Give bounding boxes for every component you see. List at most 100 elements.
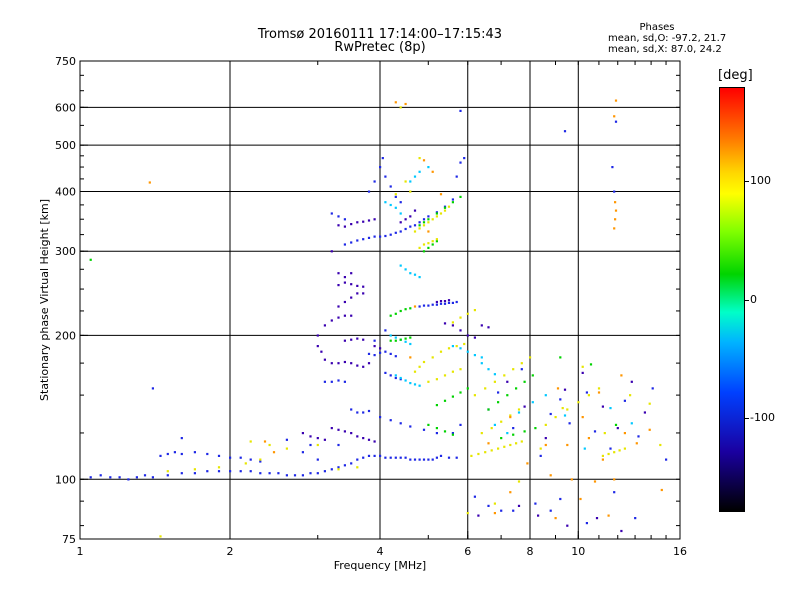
data-point: [404, 227, 407, 231]
data-point: [89, 258, 92, 261]
data-point: [593, 430, 597, 433]
data-point: [159, 535, 162, 538]
data-point: [389, 352, 392, 355]
data-point: [459, 368, 462, 371]
data-point: [559, 398, 562, 401]
data-point: [451, 324, 454, 327]
data-point: [367, 454, 371, 457]
data-point: [439, 212, 443, 215]
data-point: [544, 437, 547, 440]
data-point: [272, 451, 276, 454]
data-point: [350, 362, 353, 365]
data-point: [490, 449, 493, 452]
data-point: [389, 314, 392, 317]
data-point: [373, 339, 376, 342]
data-point: [427, 304, 430, 307]
data-point: [435, 211, 438, 214]
data-point: [293, 474, 297, 477]
data-point: [493, 373, 496, 376]
data-point: [459, 347, 462, 350]
data-point: [614, 218, 617, 221]
data-point: [577, 401, 580, 404]
data-point: [427, 230, 430, 233]
data-point: [389, 334, 392, 337]
data-point: [316, 334, 319, 337]
data-point: [455, 175, 458, 178]
data-point: [443, 300, 447, 303]
data-point: [431, 218, 434, 221]
data-point: [566, 408, 569, 411]
data-point: [613, 190, 616, 193]
data-point: [566, 524, 569, 527]
data-point: [487, 408, 490, 411]
data-point: [356, 364, 359, 367]
data-point: [422, 159, 426, 162]
data-point: [217, 466, 221, 469]
data-point: [263, 440, 267, 443]
data-point: [404, 340, 407, 343]
colorbar-unit: [deg]: [718, 68, 753, 83]
data-point: [409, 190, 412, 193]
data-point: [435, 378, 438, 381]
data-point: [206, 452, 209, 456]
data-point: [435, 215, 438, 218]
data-point: [473, 336, 476, 339]
data-point: [466, 387, 469, 390]
data-point: [399, 230, 402, 233]
data-point: [609, 407, 612, 410]
data-point: [634, 517, 637, 520]
data-point: [394, 231, 397, 234]
data-point: [601, 405, 604, 408]
data-point: [259, 460, 262, 463]
data-point: [554, 517, 557, 520]
data-point: [404, 268, 407, 271]
data-point: [648, 428, 651, 431]
colorbar-tick-label: -100: [750, 410, 775, 424]
data-point: [323, 358, 326, 361]
data-point: [435, 300, 438, 304]
data-point: [381, 157, 384, 160]
data-point: [665, 458, 668, 461]
data-point: [431, 356, 434, 359]
data-point: [367, 190, 371, 193]
data-point: [607, 452, 610, 456]
data-point: [418, 305, 421, 308]
data-point: [413, 224, 417, 227]
data-point: [418, 276, 421, 279]
data-point: [459, 423, 462, 426]
data-point: [484, 387, 487, 390]
data-point: [613, 491, 616, 494]
data-point: [439, 302, 443, 305]
data-point: [399, 378, 402, 381]
data-point: [601, 454, 604, 457]
data-point: [422, 458, 426, 461]
data-point: [422, 221, 426, 224]
data-point: [512, 368, 515, 371]
data-point: [459, 329, 462, 332]
data-point: [520, 362, 523, 365]
data-point: [435, 432, 438, 435]
data-point: [362, 220, 365, 223]
data-point: [544, 423, 547, 426]
data-point: [330, 319, 333, 322]
data-point: [343, 314, 346, 317]
data-point: [229, 470, 232, 473]
data-point: [350, 241, 353, 244]
data-point: [394, 312, 397, 315]
data-point: [493, 423, 496, 426]
data-point: [473, 309, 476, 312]
data-point: [109, 476, 112, 479]
data-point: [399, 422, 402, 425]
data-point: [581, 416, 584, 419]
data-point: [135, 476, 138, 479]
chart-subtitle: RwPretec (8p): [334, 40, 426, 55]
data-point: [409, 307, 412, 310]
data-point: [409, 382, 412, 385]
data-point: [559, 497, 562, 501]
data-point: [337, 224, 340, 227]
data-point: [497, 401, 500, 404]
colorbar-tick: [744, 181, 749, 183]
data-point: [427, 380, 430, 383]
y-tick-label: 300: [55, 245, 76, 258]
data-point: [193, 472, 196, 475]
